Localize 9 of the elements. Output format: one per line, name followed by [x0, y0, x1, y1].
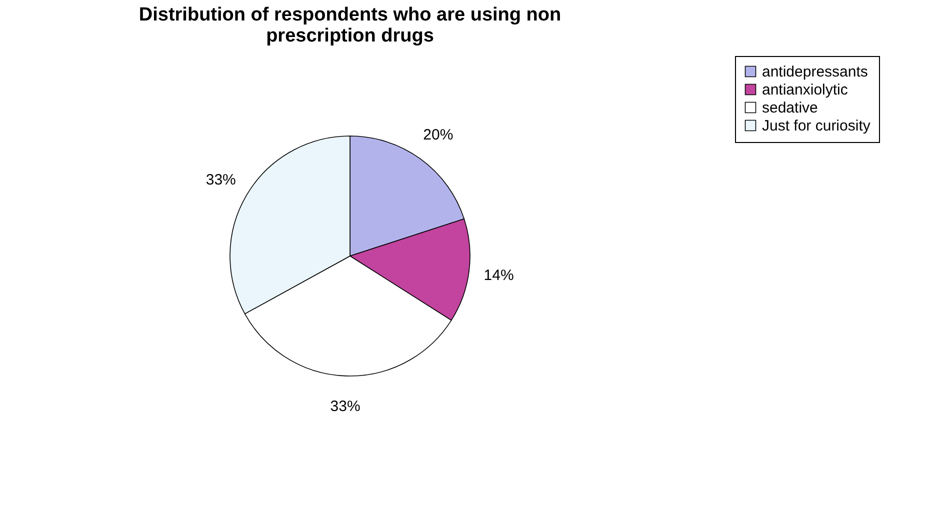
- data-label: 14%: [484, 266, 514, 284]
- chart-title: Distribution of respondents who are using non prescription drugs: [138, 4, 562, 46]
- legend-label: antianxiolytic: [762, 82, 848, 98]
- data-label: 33%: [206, 172, 236, 189]
- legend-label: antidepressants: [762, 64, 868, 80]
- data-label: 20%: [423, 126, 454, 144]
- legend-label: sedative: [762, 100, 818, 116]
- data-label: 33%: [330, 398, 360, 415]
- legend-label: Just for curiosity: [762, 118, 871, 134]
